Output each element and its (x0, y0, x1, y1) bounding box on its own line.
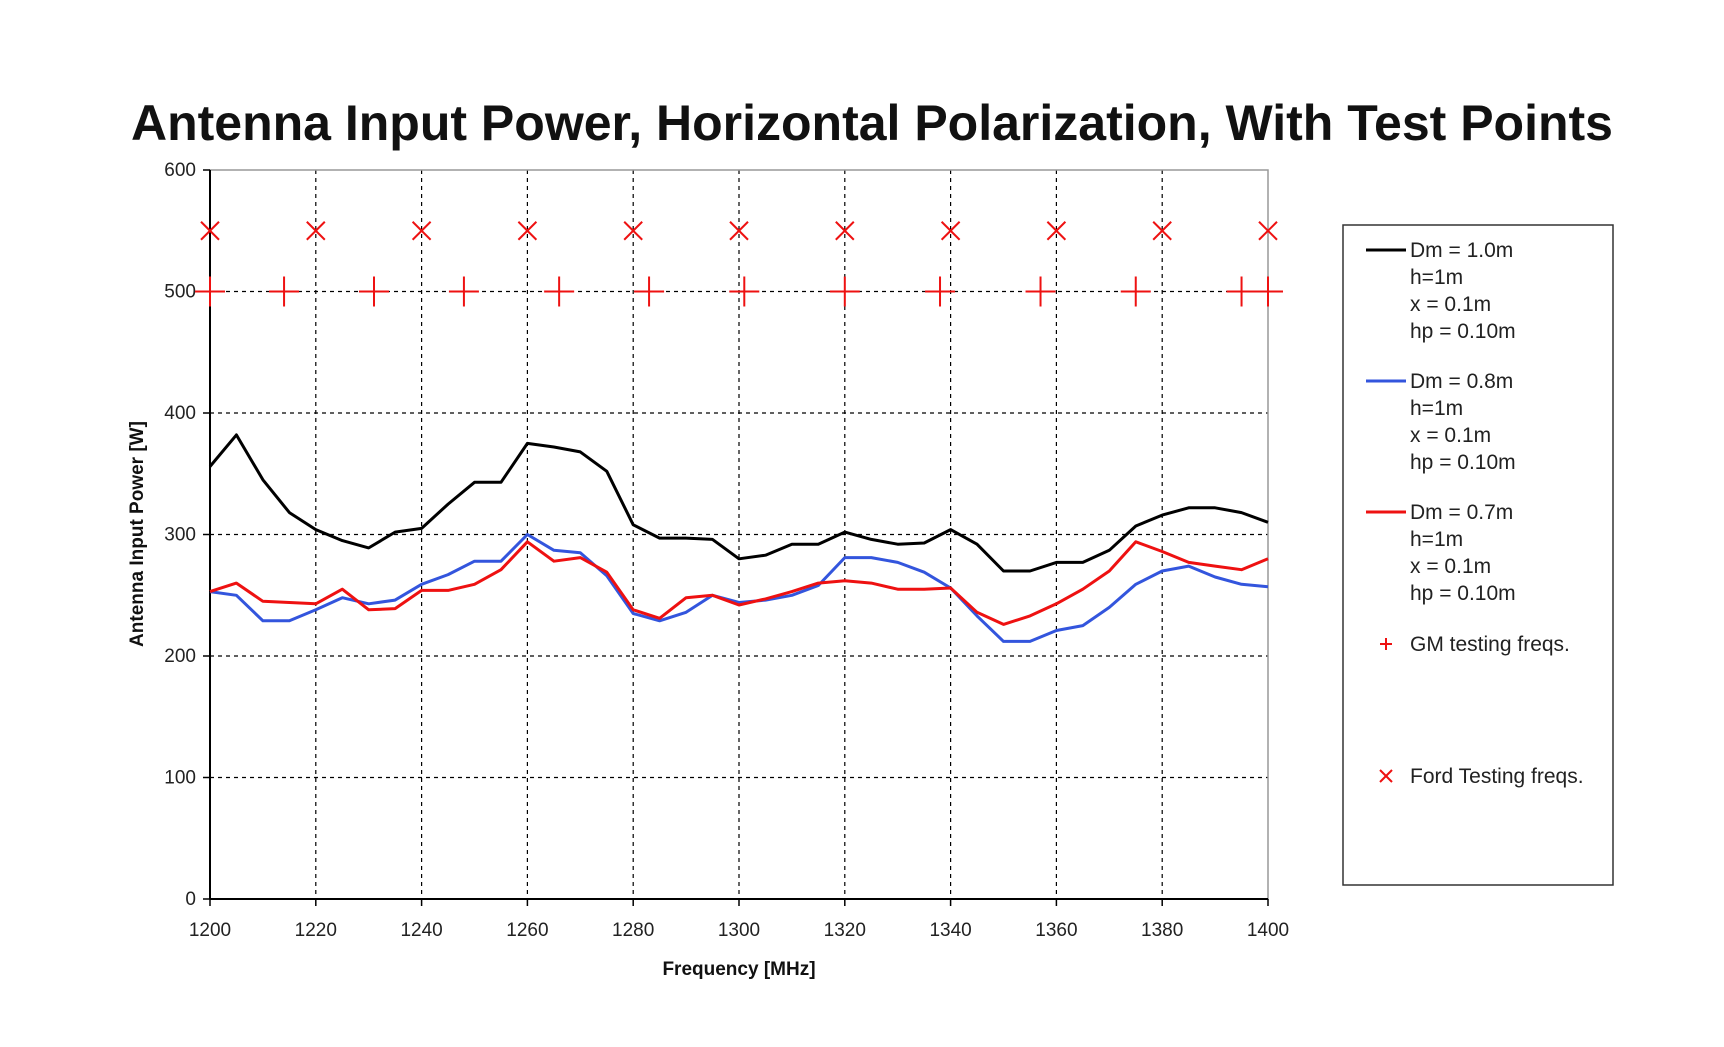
ford-test-point (411, 221, 432, 241)
series-lines (208, 433, 1269, 643)
gm-test-point (1025, 276, 1056, 307)
gm-test-point (358, 276, 389, 307)
legend-entry-text: h=1m (1410, 397, 1463, 420)
gm-test-point (634, 276, 665, 307)
y-tick-label: 0 (185, 889, 196, 910)
ford-test-point (1046, 221, 1067, 241)
legend-entry-text: hp = 0.10m (1410, 320, 1516, 343)
y-tick-label: 600 (164, 160, 196, 181)
series-line-1 (209, 533, 1269, 643)
legend-entry-text: hp = 0.10m (1410, 582, 1516, 605)
x-tick-label: 1300 (718, 920, 760, 941)
gm-test-point (1226, 276, 1257, 307)
legend-entry-text: x = 0.1m (1410, 555, 1491, 578)
x-axis-label: Frequency [MHz] (662, 959, 815, 980)
series-line-0 (208, 433, 1269, 573)
legend-entry-text: h=1m (1410, 528, 1463, 551)
y-tick-label: 300 (164, 525, 196, 546)
legend-entry-text: Dm = 0.7m (1410, 501, 1513, 524)
x-tick-label: 1220 (295, 920, 337, 941)
ford-test-point (623, 221, 643, 241)
legend-entry-text: x = 0.1m (1410, 293, 1491, 316)
gm-test-point (269, 276, 300, 307)
legend-entry-text: Dm = 1.0m (1410, 239, 1513, 262)
ford-test-point (835, 221, 855, 241)
x-tick-label: 1200 (189, 920, 231, 941)
x-tick-label: 1280 (612, 920, 654, 941)
x-tick-labels: 1200 1220 1240 1260 1280 1300 1320 1340 1360 1380… (189, 899, 1289, 941)
gm-test-point (925, 276, 956, 307)
y-tick-label: 500 (164, 282, 196, 303)
y-tick-label: 200 (164, 646, 196, 667)
legend-entry-text: h=1m (1410, 266, 1463, 289)
x-tick-label: 1360 (1035, 920, 1077, 941)
legend-entry-text: GM testing freqs. (1410, 633, 1570, 656)
x-tick-label: 1320 (824, 920, 866, 941)
x-tick-label: 1400 (1247, 920, 1289, 941)
y-tick-labels: 0 100 200 300 400 500 600 (164, 160, 210, 910)
series-line-2 (209, 540, 1269, 626)
ford-test-point (1258, 221, 1278, 241)
y-tick-label: 400 (164, 403, 196, 424)
legend-entry-text: x = 0.1m (1410, 424, 1491, 447)
ford-test-point (306, 221, 326, 241)
legend-entry-text: Ford Testing freqs. (1410, 765, 1584, 788)
ford-test-point (517, 221, 538, 241)
x-tick-label: 1260 (506, 920, 548, 941)
legend: Dm = 1.0m h=1m x = 0.1m hp = 0.10m Dm = 0.8m… (1342, 224, 1614, 886)
gm-test-point (729, 276, 760, 307)
ford-test-point (200, 221, 220, 241)
x-tick-label: 1340 (929, 920, 971, 941)
gm-test-point (195, 276, 225, 307)
series-markers (195, 221, 1283, 307)
y-tick-label: 100 (164, 768, 196, 789)
legend-entry-text: Dm = 0.8m (1410, 370, 1513, 393)
gm-test-point (1120, 276, 1151, 307)
chart-title: Antenna Input Power, Horizontal Polariza… (131, 95, 1613, 151)
gm-test-point (829, 276, 860, 307)
x-tick-label: 1380 (1141, 920, 1183, 941)
legend-plus-icon (1380, 638, 1392, 650)
ford-test-point (729, 221, 749, 241)
legend-entry-text: hp = 0.10m (1410, 451, 1516, 474)
gm-test-point (448, 276, 479, 307)
grid-lines (210, 170, 1268, 899)
x-tick-label: 1240 (400, 920, 442, 941)
gm-test-point (1253, 276, 1283, 307)
y-axis-label: Antenna Input Power [W] (127, 421, 148, 647)
ford-test-point (1152, 221, 1172, 241)
gm-test-point (544, 276, 575, 307)
ford-test-point (940, 221, 961, 241)
legend-x-icon (1379, 769, 1393, 783)
